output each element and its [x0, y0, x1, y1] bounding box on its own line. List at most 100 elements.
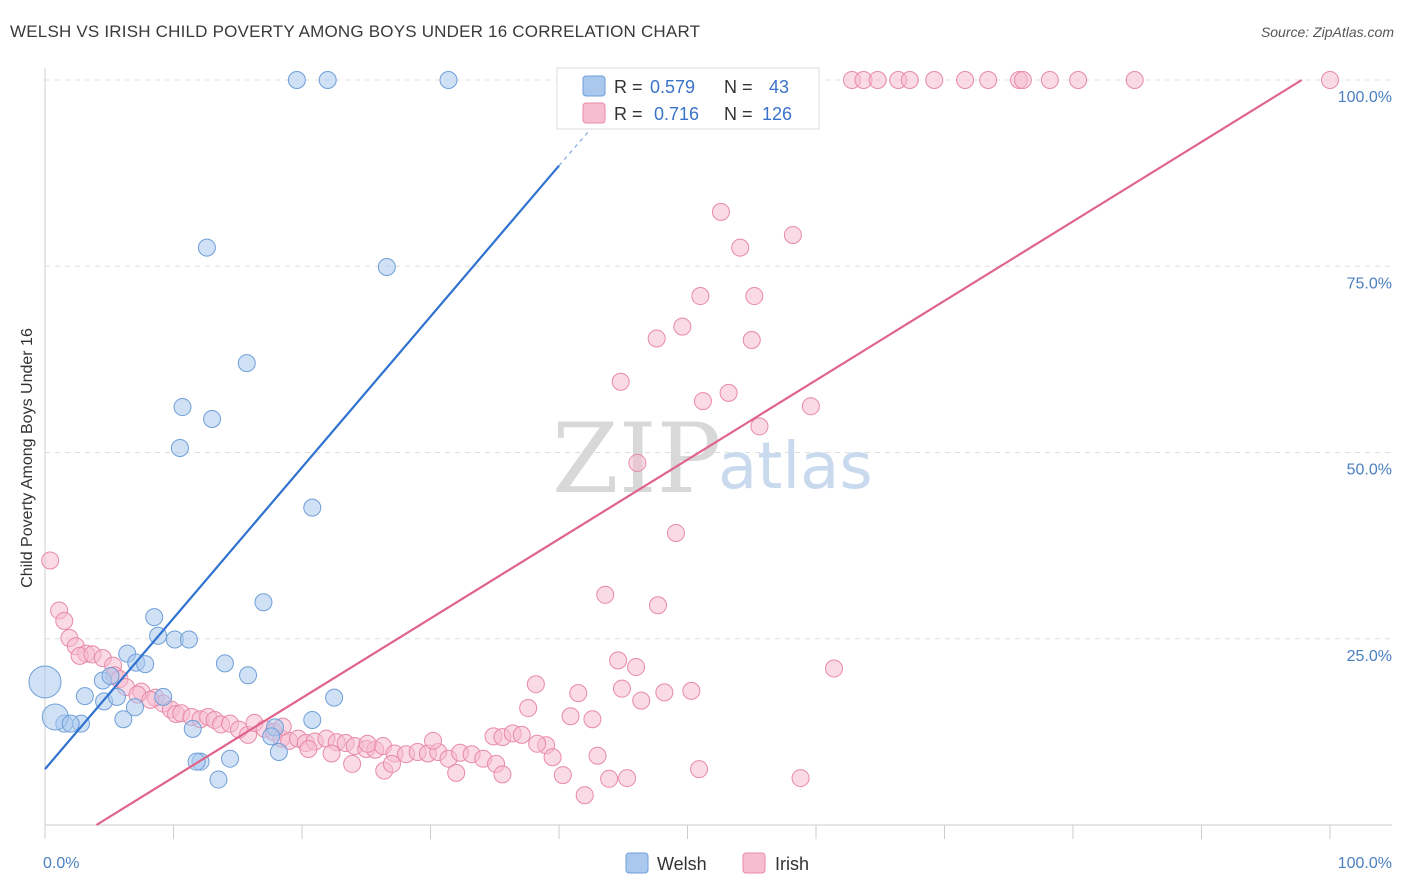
welsh-point: [154, 687, 173, 706]
irish-point: [553, 766, 572, 785]
welsh-point: [114, 710, 133, 729]
irish-point: [612, 679, 631, 698]
irish-point: [299, 740, 318, 759]
welsh-point: [303, 710, 322, 729]
welsh-legend-swatch: [582, 75, 606, 97]
welsh-bottom-swatch: [625, 852, 649, 874]
irish-point: [1040, 71, 1059, 89]
irish-point: [745, 287, 764, 306]
irish-point: [783, 225, 802, 244]
irish-r-label: R =: [614, 104, 643, 124]
irish-point: [648, 596, 667, 615]
welsh-trendline: [44, 164, 560, 770]
irish-point: [519, 699, 538, 718]
irish-point: [632, 691, 651, 710]
irish-point: [493, 765, 512, 784]
irish-point: [682, 681, 701, 700]
welsh-bottom-label: Welsh: [657, 854, 707, 874]
welsh-point: [239, 666, 258, 685]
irish-point: [647, 329, 666, 348]
irish-point: [711, 202, 730, 221]
irish-point: [55, 611, 74, 630]
welsh-point: [183, 719, 202, 738]
welsh-point: [377, 257, 396, 276]
irish-point: [609, 651, 628, 670]
irish-point: [447, 763, 466, 782]
irish-point: [693, 392, 712, 411]
irish-point: [569, 684, 588, 703]
welsh-point: [439, 71, 458, 89]
irish-point: [382, 754, 401, 773]
stats-legend: R = 0.579 N = 43 R = 0.716 N = 126: [556, 67, 820, 130]
irish-point: [1125, 71, 1144, 89]
y-tick-label: 25.0%: [1347, 648, 1392, 665]
irish-point: [1321, 71, 1339, 89]
welsh-point: [209, 770, 228, 789]
irish-point: [627, 658, 646, 677]
watermark: ZIP atlas: [552, 403, 873, 515]
irish-point: [512, 725, 531, 744]
welsh-point: [318, 71, 337, 89]
welsh-point: [197, 238, 216, 257]
watermark-atlas: atlas: [718, 430, 873, 504]
irish-point: [666, 523, 685, 542]
welsh-point: [145, 608, 164, 627]
welsh-point: [287, 71, 306, 89]
irish-bottom-label: Irish: [775, 854, 809, 874]
irish-point: [1013, 71, 1032, 89]
irish-point: [742, 331, 761, 350]
y-axis-title: Child Poverty Among Boys Under 16: [19, 328, 36, 588]
irish-point: [561, 707, 580, 726]
irish-point: [618, 769, 637, 788]
irish-point: [358, 734, 377, 753]
irish-point: [322, 744, 341, 763]
irish-point: [750, 417, 769, 436]
welsh-point: [125, 698, 144, 717]
irish-point: [979, 71, 998, 89]
welsh-n-value: 43: [769, 77, 789, 97]
irish-point: [596, 585, 615, 604]
irish-point: [1069, 71, 1088, 89]
irish-point: [956, 71, 975, 89]
welsh-point: [75, 687, 94, 706]
welsh-point: [173, 398, 192, 417]
welsh-point: [203, 409, 222, 428]
welsh-point: [221, 749, 240, 768]
irish-point: [690, 760, 709, 779]
irish-point: [575, 786, 594, 805]
y-tick-label: 75.0%: [1347, 275, 1392, 292]
irish-point: [526, 675, 545, 694]
source-credit: Source: ZipAtlas.com: [1260, 24, 1394, 40]
y-tick-labels: 25.0% 50.0% 75.0% 100.0%: [1338, 89, 1392, 665]
welsh-point: [262, 727, 281, 746]
y-tick-label: 50.0%: [1347, 462, 1392, 479]
welsh-n-label: N =: [724, 77, 753, 97]
welsh-r-value: 0.579: [650, 77, 695, 97]
irish-point: [925, 71, 944, 89]
x-tick-labels: 0.0% 100.0%: [43, 855, 1392, 872]
irish-point: [673, 317, 692, 336]
irish-point: [424, 731, 443, 750]
irish-point: [801, 397, 820, 416]
irish-legend-swatch: [582, 102, 606, 124]
irish-point: [600, 769, 619, 788]
irish-n-label: N =: [724, 104, 753, 124]
welsh-point: [107, 687, 126, 706]
welsh-series: [28, 71, 458, 789]
irish-point: [719, 383, 738, 402]
x-tick-label: 100.0%: [1338, 855, 1392, 872]
irish-point: [900, 71, 919, 89]
irish-point: [543, 748, 562, 767]
irish-point: [655, 683, 674, 702]
irish-point: [41, 551, 60, 570]
chart-title: WELSH VS IRISH CHILD POVERTY AMONG BOYS …: [10, 22, 701, 41]
series-legend: Welsh Irish: [625, 852, 809, 874]
irish-r-value: 0.716: [654, 104, 699, 124]
gridlines: [45, 79, 1392, 640]
irish-point: [611, 372, 630, 391]
irish-point: [824, 659, 843, 678]
welsh-point: [303, 498, 322, 517]
axes: [44, 68, 1392, 839]
irish-point: [868, 71, 887, 89]
